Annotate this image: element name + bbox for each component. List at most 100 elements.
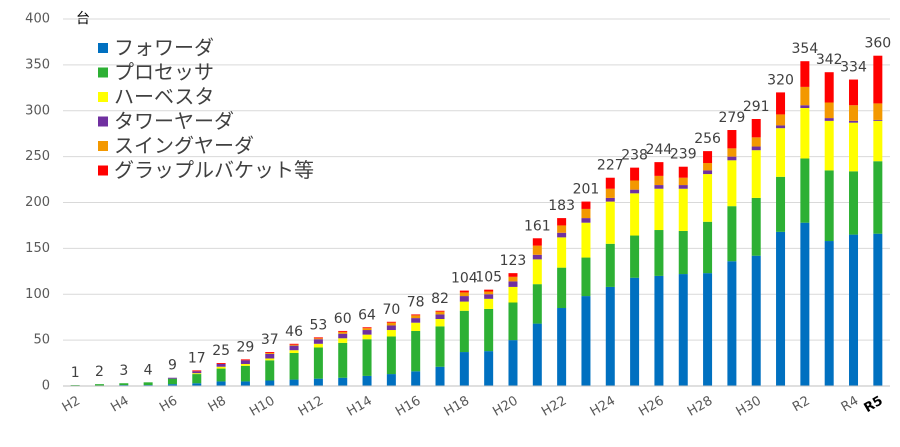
bar-segment [435,319,445,327]
bar-segment [362,328,372,331]
bar-segment [459,290,469,293]
bar-segment [167,378,177,385]
bar-segment [240,359,250,361]
bar-segment [386,330,396,337]
bar-segment [849,171,859,235]
bar-segment [167,377,177,379]
bar-segment [508,302,518,341]
bar-segment [727,206,737,262]
total-label: 320 [767,72,794,88]
legend-label: タワーヤーダ [114,109,234,133]
bar-segment [751,255,761,386]
x-tick-label: H18 [442,394,472,420]
bar-segment [800,222,810,386]
bar-segment [216,368,226,382]
legend-swatch [98,141,108,151]
bar-segment [192,373,202,375]
legend-swatch [98,116,108,127]
bar-segment [824,72,834,103]
bar-segment [94,384,104,386]
bar-segment [216,366,226,369]
total-label: 279 [719,110,746,126]
bar-segment [776,92,786,115]
total-label: 29 [237,339,255,355]
bar-segment [313,339,323,344]
bar-segment [776,125,786,129]
bar-segment [338,333,348,339]
bar-segment [605,286,615,386]
bar-segment [751,197,761,256]
bar-segment [678,166,688,178]
y-tick-label: 100 [25,287,50,302]
y-tick-label: 350 [25,57,50,72]
bar-segment [411,330,421,372]
bar-segment [630,193,640,236]
y-tick-label: 250 [25,149,50,164]
bar-segment [240,365,250,382]
bar-segment [630,167,640,181]
legend-label: グラップルバケット等 [114,158,314,182]
bar-segment [776,128,786,177]
bar-segment [532,245,542,255]
total-label: 342 [816,52,843,68]
bar-segment [605,177,615,189]
bar-segment [411,318,421,323]
bar-segment [338,338,348,343]
legend-label: フォワーダ [114,36,214,60]
bar-segment [703,151,713,164]
legend-swatch [98,43,108,53]
bar-segment [362,334,372,340]
bar-segment [435,310,445,312]
bar-segment [338,331,348,334]
bar-segment [313,347,323,379]
bar-segment [751,146,761,151]
bar-segment [459,296,469,302]
bar-segment [435,314,445,320]
bar-segment [727,160,737,207]
bar-segment [167,384,177,386]
bar-segment [459,292,469,297]
bar-segment [216,381,226,386]
bar-segment [386,321,396,323]
bar-segment [362,339,372,376]
x-tick-label: R5 [862,394,886,417]
bar-segment [581,296,591,386]
bar-segment [362,327,372,329]
bar-segment [508,340,518,386]
total-label: 201 [573,182,600,198]
bar-segment [849,122,859,172]
bar-segment [484,289,494,292]
bar-segment [192,374,202,384]
total-label: 60 [334,311,352,327]
bar-segment [678,185,688,189]
bar-segment [435,326,445,367]
total-label: 70 [382,302,400,318]
bar-segment [800,107,810,159]
bar-segment [824,170,834,242]
bar-segment [362,375,372,386]
bar-segment [678,177,688,186]
total-label: 291 [743,99,770,115]
total-label: 227 [597,158,624,174]
bar-segment [459,310,469,353]
bar-segment [727,156,737,161]
bar-segment [508,281,518,287]
bar-segment [484,308,494,352]
bar-segment [873,233,883,386]
total-label: 354 [792,41,819,57]
bar-segment [800,105,810,108]
total-label: 123 [500,253,527,269]
bar-segment [240,381,250,386]
bar-segment [265,360,275,381]
bar-segment [605,188,615,198]
bar-segment [192,383,202,386]
bar-segment [265,352,275,353]
bar-segment [508,276,518,282]
x-tick-label: H4 [108,394,131,416]
bar-segment [800,86,810,106]
bar-segment [581,257,591,297]
y-tick-label: 0 [42,379,50,394]
bar-segment [532,323,542,386]
bar-segment [873,103,883,120]
